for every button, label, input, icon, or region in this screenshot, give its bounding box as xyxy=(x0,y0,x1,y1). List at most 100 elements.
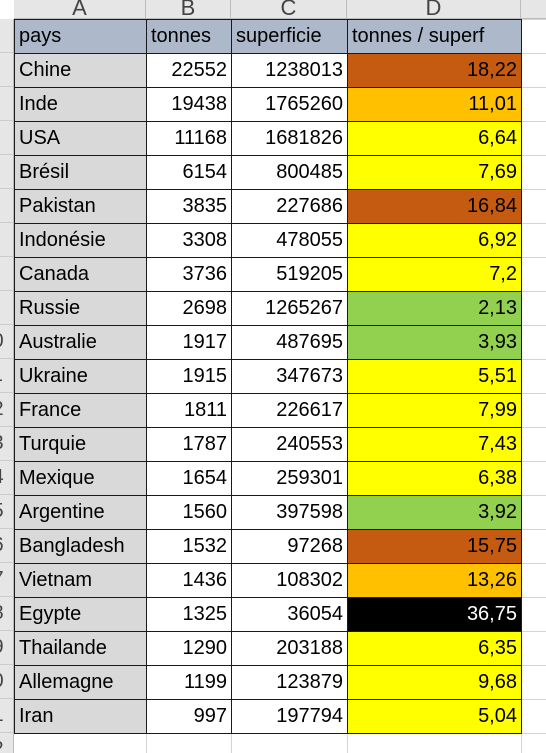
country-cell[interactable]: Brésil xyxy=(14,155,147,190)
row-number[interactable]: 2 xyxy=(0,53,14,87)
value-cell[interactable]: 3736 xyxy=(146,257,232,292)
value-cell[interactable]: 7,2 xyxy=(347,257,522,292)
row-number[interactable]: 10 xyxy=(0,325,14,359)
value-cell[interactable]: 22552 xyxy=(146,53,232,88)
value-cell[interactable]: 97268 xyxy=(231,529,348,564)
value-cell[interactable]: 11168 xyxy=(146,121,232,156)
value-cell[interactable]: 5,51 xyxy=(347,359,522,394)
value-cell[interactable]: 1787 xyxy=(146,427,232,462)
value-cell[interactable]: 227686 xyxy=(231,189,348,224)
value-cell[interactable]: 5,04 xyxy=(347,699,522,734)
value-cell[interactable]: 226617 xyxy=(231,393,348,428)
header-cell[interactable]: tonnes / superf xyxy=(347,19,522,54)
value-cell[interactable]: 1654 xyxy=(146,461,232,496)
value-cell[interactable]: 519205 xyxy=(231,257,348,292)
country-cell[interactable]: Turquie xyxy=(14,427,147,462)
value-cell[interactable]: 1811 xyxy=(146,393,232,428)
row-number[interactable]: 17 xyxy=(0,563,14,597)
country-cell[interactable]: Thailande xyxy=(14,631,147,666)
row-number[interactable]: 12 xyxy=(0,393,14,427)
value-cell[interactable]: 6,35 xyxy=(347,631,522,666)
value-cell[interactable]: 3,93 xyxy=(347,325,522,360)
value-cell[interactable]: 203188 xyxy=(231,631,348,666)
value-cell[interactable]: 6,38 xyxy=(347,461,522,496)
value-cell[interactable]: 1265267 xyxy=(231,291,348,326)
row-number[interactable]: 16 xyxy=(0,529,14,563)
value-cell[interactable]: 1436 xyxy=(146,563,232,598)
value-cell[interactable]: 6,92 xyxy=(347,223,522,258)
value-cell[interactable]: 9,68 xyxy=(347,665,522,700)
country-cell[interactable]: Argentine xyxy=(14,495,147,530)
country-cell[interactable]: Indonésie xyxy=(14,223,147,258)
country-cell[interactable]: Ukraine xyxy=(14,359,147,394)
value-cell[interactable]: 36054 xyxy=(231,597,348,632)
column-letter[interactable]: B xyxy=(146,0,231,19)
row-number[interactable]: 19 xyxy=(0,631,14,665)
value-cell[interactable]: 478055 xyxy=(231,223,348,258)
value-cell[interactable]: 6154 xyxy=(146,155,232,190)
header-cell[interactable]: tonnes xyxy=(146,19,232,54)
value-cell[interactable]: 1681826 xyxy=(231,121,348,156)
country-cell[interactable]: Russie xyxy=(14,291,147,326)
value-cell[interactable]: 3835 xyxy=(146,189,232,224)
row-number[interactable]: 8 xyxy=(0,257,14,291)
value-cell[interactable]: 1560 xyxy=(146,495,232,530)
value-cell[interactable]: 259301 xyxy=(231,461,348,496)
country-cell[interactable]: Chine xyxy=(14,53,147,88)
value-cell[interactable]: 36,75 xyxy=(347,597,522,632)
row-number[interactable]: 13 xyxy=(0,427,14,461)
value-cell[interactable]: 1765260 xyxy=(231,87,348,122)
column-letter[interactable]: C xyxy=(231,0,347,19)
country-cell[interactable]: Bangladesh xyxy=(14,529,147,564)
row-number[interactable]: 5 xyxy=(0,155,14,189)
value-cell[interactable]: 1238013 xyxy=(231,53,348,88)
value-cell[interactable]: 2,13 xyxy=(347,291,522,326)
row-number[interactable]: 18 xyxy=(0,597,14,631)
value-cell[interactable]: 19438 xyxy=(146,87,232,122)
value-cell[interactable]: 240553 xyxy=(231,427,348,462)
column-letter[interactable]: D xyxy=(347,0,521,19)
value-cell[interactable]: 123879 xyxy=(231,665,348,700)
row-number[interactable]: 15 xyxy=(0,495,14,529)
value-cell[interactable]: 7,69 xyxy=(347,155,522,190)
country-cell[interactable]: Allemagne xyxy=(14,665,147,700)
value-cell[interactable]: 11,01 xyxy=(347,87,522,122)
row-number[interactable]: 3 xyxy=(0,87,14,121)
value-cell[interactable]: 6,64 xyxy=(347,121,522,156)
country-cell[interactable]: Egypte xyxy=(14,597,147,632)
value-cell[interactable]: 397598 xyxy=(231,495,348,530)
header-cell[interactable]: superficie xyxy=(231,19,348,54)
country-cell[interactable]: Pakistan xyxy=(14,189,147,224)
value-cell[interactable]: 1532 xyxy=(146,529,232,564)
country-cell[interactable]: USA xyxy=(14,121,147,156)
value-cell[interactable]: 3308 xyxy=(146,223,232,258)
value-cell[interactable]: 13,26 xyxy=(347,563,522,598)
value-cell[interactable]: 1917 xyxy=(146,325,232,360)
value-cell[interactable]: 197794 xyxy=(231,699,348,734)
country-cell[interactable]: Canada xyxy=(14,257,147,292)
value-cell[interactable]: 800485 xyxy=(231,155,348,190)
row-number[interactable]: 7 xyxy=(0,223,14,257)
row-number[interactable]: 14 xyxy=(0,461,14,495)
row-number[interactable]: 20 xyxy=(0,665,14,699)
country-cell[interactable]: Iran xyxy=(14,699,147,734)
value-cell[interactable]: 15,75 xyxy=(347,529,522,564)
row-number[interactable]: 9 xyxy=(0,291,14,325)
value-cell[interactable]: 2698 xyxy=(146,291,232,326)
country-cell[interactable]: France xyxy=(14,393,147,428)
country-cell[interactable]: Mexique xyxy=(14,461,147,496)
value-cell[interactable]: 347673 xyxy=(231,359,348,394)
value-cell[interactable]: 1915 xyxy=(146,359,232,394)
value-cell[interactable]: 7,43 xyxy=(347,427,522,462)
value-cell[interactable]: 1199 xyxy=(146,665,232,700)
row-number[interactable]: 6 xyxy=(0,189,14,223)
row-number[interactable]: 11 xyxy=(0,359,14,393)
value-cell[interactable]: 18,22 xyxy=(347,53,522,88)
value-cell[interactable]: 3,92 xyxy=(347,495,522,530)
column-letter[interactable]: A xyxy=(14,0,146,19)
value-cell[interactable]: 16,84 xyxy=(347,189,522,224)
row-number[interactable]: 4 xyxy=(0,121,14,155)
row-number[interactable]: 21 xyxy=(0,699,14,733)
row-number[interactable]: 22 xyxy=(0,733,14,753)
header-cell[interactable]: pays xyxy=(14,19,147,54)
